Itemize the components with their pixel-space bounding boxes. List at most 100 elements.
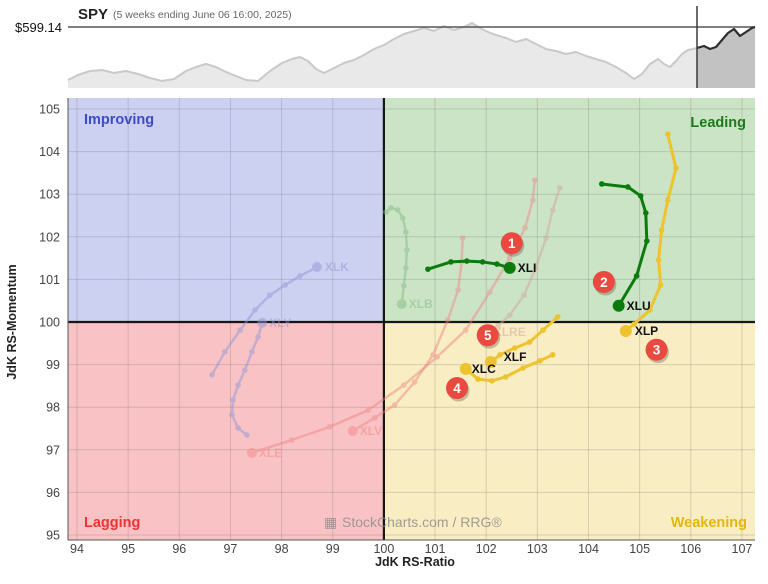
ticker-label-XLB[interactable]: XLB — [409, 297, 433, 311]
y-tick-label: 104 — [39, 145, 60, 159]
tail-point-XLE — [289, 437, 295, 443]
y-tick-label: 103 — [39, 188, 60, 202]
tail-point-XLY — [255, 334, 261, 340]
ticker-dot-XLB[interactable] — [396, 299, 407, 310]
tail-point-XLF — [555, 314, 561, 320]
rank-badges: 1 2 3 4 5 — [446, 232, 670, 402]
ticker-dot-XLI[interactable] — [503, 261, 516, 274]
ticker-label-XLRE[interactable]: XLRE — [494, 325, 526, 339]
spy-mini-chart — [67, 6, 756, 88]
ticker-dot-XLE[interactable] — [246, 447, 257, 458]
ticker-dot-XLY[interactable] — [257, 317, 268, 328]
ticker-dot-XLF[interactable] — [484, 356, 497, 369]
ticker-label-XLE[interactable]: XLE — [259, 446, 282, 460]
ticker-dot-XLK[interactable] — [311, 262, 322, 273]
tail-point-XLC — [549, 352, 556, 358]
badge-number: 2 — [600, 275, 608, 290]
ticker-label-XLC[interactable]: XLC — [472, 362, 496, 376]
badge-number: 1 — [508, 236, 516, 251]
tail-point-XLU — [598, 181, 605, 187]
x-tick-label: 106 — [680, 542, 701, 556]
tail-point-XLP — [657, 282, 664, 288]
quadrant-label-lagging: Lagging — [84, 515, 140, 531]
tail-point-XLC — [475, 376, 481, 382]
tail-point-XLE — [326, 423, 333, 430]
sector-tails: XLK XLY XLB XLV XLE XLRE XLP XLF XLC XLI XLU — [209, 131, 679, 460]
tail-point-XLE — [506, 255, 513, 261]
x-tick-label: 95 — [121, 542, 135, 556]
ticker-dot-XLP[interactable] — [619, 324, 632, 337]
badge-2[interactable]: 2 — [592, 270, 617, 296]
ticker-label-XLF[interactable]: XLF — [504, 350, 527, 364]
badge-5[interactable]: 5 — [476, 324, 501, 349]
tail-point-XLC — [537, 357, 543, 364]
y-tick-label: 99 — [46, 358, 60, 372]
tail-point-XLC — [520, 365, 526, 371]
spy-highlight-area — [697, 27, 755, 88]
ticker-label-XLP[interactable]: XLP — [635, 324, 658, 338]
y-tick-label: 105 — [39, 103, 60, 117]
tail-point-XLB — [403, 229, 409, 235]
tail-XLE: XLE — [246, 177, 538, 460]
tail-point-XLI — [425, 266, 431, 272]
tail-point-XLB — [388, 205, 394, 211]
tail-point-XLP — [647, 307, 653, 313]
badge-circle[interactable] — [476, 324, 499, 347]
ticker-label-XLI[interactable]: XLI — [518, 261, 537, 275]
badge-circle[interactable] — [446, 377, 469, 400]
tail-point-XLP — [658, 227, 665, 233]
price-label: $599.14 — [15, 20, 62, 35]
tail-point-XLE — [531, 177, 538, 183]
x-tick-label: 97 — [223, 542, 237, 556]
badge-number: 4 — [453, 381, 461, 396]
ticker-label-XLU[interactable]: XLU — [627, 299, 651, 313]
ticker-label-XLY[interactable]: XLY — [269, 316, 291, 330]
tail-point-XLK — [209, 372, 215, 378]
ticker-dot-XLC[interactable] — [459, 362, 472, 375]
badge-3[interactable]: 3 — [645, 338, 670, 364]
tail-point-XLK — [282, 282, 288, 288]
tail-point-XLC — [502, 374, 509, 380]
tail-point-XLE — [486, 289, 493, 295]
badge-1[interactable]: 1 — [500, 232, 525, 257]
tail-point-XLI — [463, 258, 470, 264]
x-tick-label: 100 — [373, 542, 394, 556]
tail-point-XLB — [394, 207, 401, 213]
badge-circle[interactable] — [645, 338, 668, 361]
ticker-label-XLV[interactable]: XLV — [360, 424, 382, 438]
tail-point-XLE — [529, 197, 536, 203]
tail-point-XLRE — [495, 323, 501, 329]
tail-point-XLP — [664, 131, 671, 137]
tail-point-XLF — [512, 345, 518, 351]
ticker-dot-XLV[interactable] — [347, 426, 358, 437]
y-tick-label: 100 — [39, 316, 60, 330]
quadrant-lagging — [68, 322, 384, 540]
badge-4[interactable]: 4 — [446, 377, 470, 402]
y-tick-label: 101 — [39, 273, 60, 287]
x-tick-label: 96 — [172, 542, 186, 556]
ticker-label-XLK[interactable]: XLK — [325, 260, 349, 274]
badge-circle[interactable] — [500, 232, 523, 255]
tail-point-XLU — [625, 184, 631, 190]
tail-XLB: XLB — [383, 205, 433, 311]
tail-point-XLV — [430, 352, 436, 358]
ticker-dot-XLU[interactable] — [612, 299, 625, 312]
tail-point-XLF — [497, 352, 503, 358]
tail-XLF: XLF — [484, 314, 561, 369]
tail-point-XLU — [637, 193, 644, 199]
badge-circle[interactable] — [592, 270, 615, 293]
tail-point-XLE — [401, 382, 407, 388]
y-tick-label: 96 — [46, 486, 60, 500]
x-tick-label: 105 — [629, 542, 650, 556]
tail-point-XLI — [479, 259, 486, 265]
tail-point-XLK — [222, 349, 228, 355]
tail-point-XLK — [252, 307, 258, 313]
tail-line-XLE — [250, 178, 537, 455]
quadrant-improving — [68, 98, 384, 322]
tail-line-XLK — [210, 265, 319, 377]
tail-point-XLV — [391, 402, 398, 408]
tail-point-XLI — [448, 259, 454, 265]
tail-point-XLP — [673, 165, 679, 172]
badge-number: 3 — [653, 342, 661, 357]
tail-point-XLV — [371, 415, 378, 421]
